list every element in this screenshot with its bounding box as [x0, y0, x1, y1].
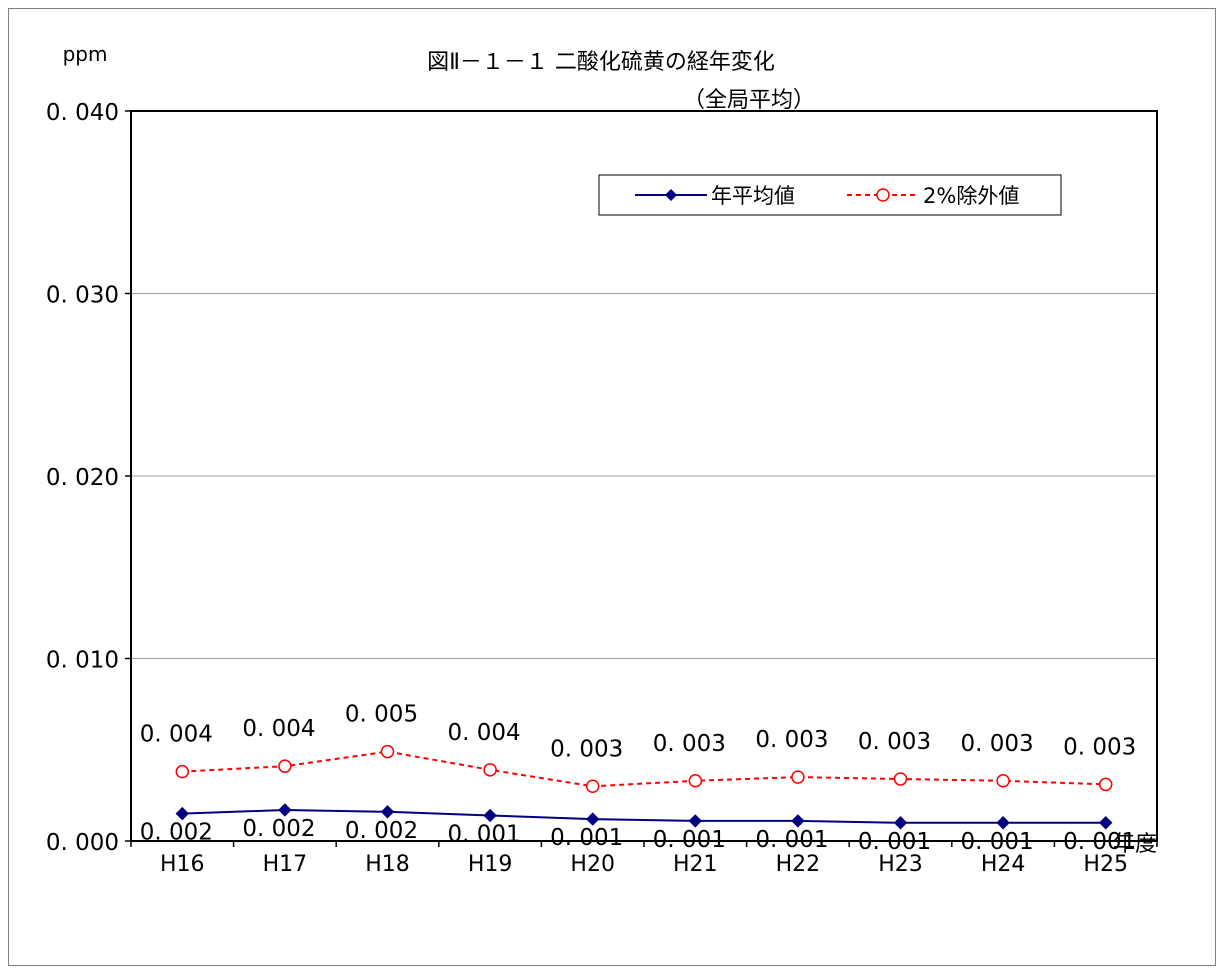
data-point-diamond — [688, 814, 703, 828]
data-label: 0. 003 — [858, 729, 931, 755]
data-point-circle — [483, 763, 497, 777]
x-tick-label: H17 — [263, 852, 308, 877]
data-label: 0. 003 — [961, 731, 1034, 757]
line-chart: 図Ⅱ－１－１ 二酸化硫黄の経年変化 （全局平均） ppm 年度 0. 0000.… — [46, 42, 1158, 877]
data-labels: 0. 002 0. 002 0. 002 0. 001 0. 001 0. 001 0. 0… — [140, 702, 1137, 855]
data-point-circle — [585, 779, 600, 793]
legend: 年平均値 2%除外値 — [598, 174, 1062, 216]
data-label: 0. 003 — [1063, 734, 1136, 760]
data-label: 0. 001 — [653, 827, 726, 853]
data-label: 0. 001 — [961, 829, 1034, 855]
data-label: 0. 002 — [140, 820, 213, 846]
legend-label: 年平均値 — [711, 184, 795, 208]
x-tick-label: H16 — [160, 852, 205, 877]
y-tick-label: 0. 040 — [46, 100, 119, 126]
y-tick-label: 0. 010 — [46, 648, 119, 674]
series-group — [175, 744, 1113, 830]
data-point-diamond — [380, 805, 395, 819]
data-point-diamond — [1098, 816, 1113, 830]
series-line — [182, 808, 1106, 824]
data-point-circle — [278, 759, 292, 773]
data-label: 0. 002 — [242, 816, 315, 842]
y-tick-labels: 0. 000 0. 010 0. 020 0. 030 0. 040 — [46, 100, 119, 856]
x-tick-label: H23 — [878, 852, 923, 877]
data-point-circle — [1098, 777, 1113, 792]
chart-subtitle: （全局平均） — [683, 88, 815, 113]
data-label: 0. 001 — [858, 829, 931, 855]
y-tick-label: 0. 020 — [46, 465, 119, 491]
data-point-diamond — [893, 816, 908, 830]
data-point-circle — [791, 770, 805, 784]
legend-label: 2%除外値 — [923, 184, 1019, 208]
data-point-diamond — [585, 812, 600, 826]
x-axis-label: 年度 — [1113, 832, 1157, 857]
data-label: 0. 001 — [550, 825, 623, 851]
x-tick-label: H20 — [570, 852, 615, 877]
legend-marker — [665, 189, 677, 201]
x-tick-label: H18 — [365, 852, 410, 877]
data-label: 0. 004 — [242, 716, 315, 742]
data-point-circle — [175, 764, 190, 779]
x-tick-label: H25 — [1083, 852, 1128, 877]
data-label: 0. 001 — [1063, 829, 1136, 855]
grid-lines — [131, 293, 1157, 659]
data-point-circle — [893, 772, 908, 786]
x-tick-labels: H16 H17 H18 H19 H20 H21 H22 H23 H24 H25 — [160, 852, 1128, 877]
data-label: 0. 003 — [755, 727, 828, 753]
x-tick-label: H19 — [468, 852, 513, 877]
data-point-diamond — [278, 803, 292, 817]
y-tick-label: 0. 030 — [46, 283, 119, 309]
data-point-circle — [688, 774, 703, 788]
y-axis-label: ppm — [63, 42, 108, 66]
axes — [125, 110, 1158, 847]
series-line — [182, 750, 1106, 788]
data-label: 0. 004 — [140, 722, 213, 748]
data-point-diamond — [483, 808, 497, 823]
x-tick-label: H24 — [981, 852, 1026, 877]
data-point-diamond — [791, 814, 805, 828]
x-tick-label: H22 — [776, 852, 821, 877]
data-label: 0. 001 — [448, 821, 521, 847]
data-point-diamond — [996, 816, 1010, 830]
legend-marker — [876, 188, 890, 202]
data-point-circle — [996, 774, 1010, 788]
data-label: 0. 005 — [345, 702, 418, 728]
chart-frame: 図Ⅱ－１－１ 二酸化硫黄の経年変化 （全局平均） ppm 年度 0. 000 0.… — [8, 8, 1216, 966]
data-label: 0. 002 — [345, 818, 418, 844]
data-label: 0. 004 — [448, 720, 521, 746]
data-label: 0. 003 — [653, 731, 726, 757]
y-tick-label: 0. 000 — [46, 830, 119, 856]
chart-title: 図Ⅱ－１－１ 二酸化硫黄の経年変化 — [427, 50, 775, 75]
data-label: 0. 001 — [755, 827, 828, 853]
data-point-circle — [380, 744, 395, 759]
data-point-diamond — [175, 806, 190, 821]
x-tick-label: H21 — [673, 852, 718, 877]
data-label: 0. 003 — [550, 736, 623, 762]
